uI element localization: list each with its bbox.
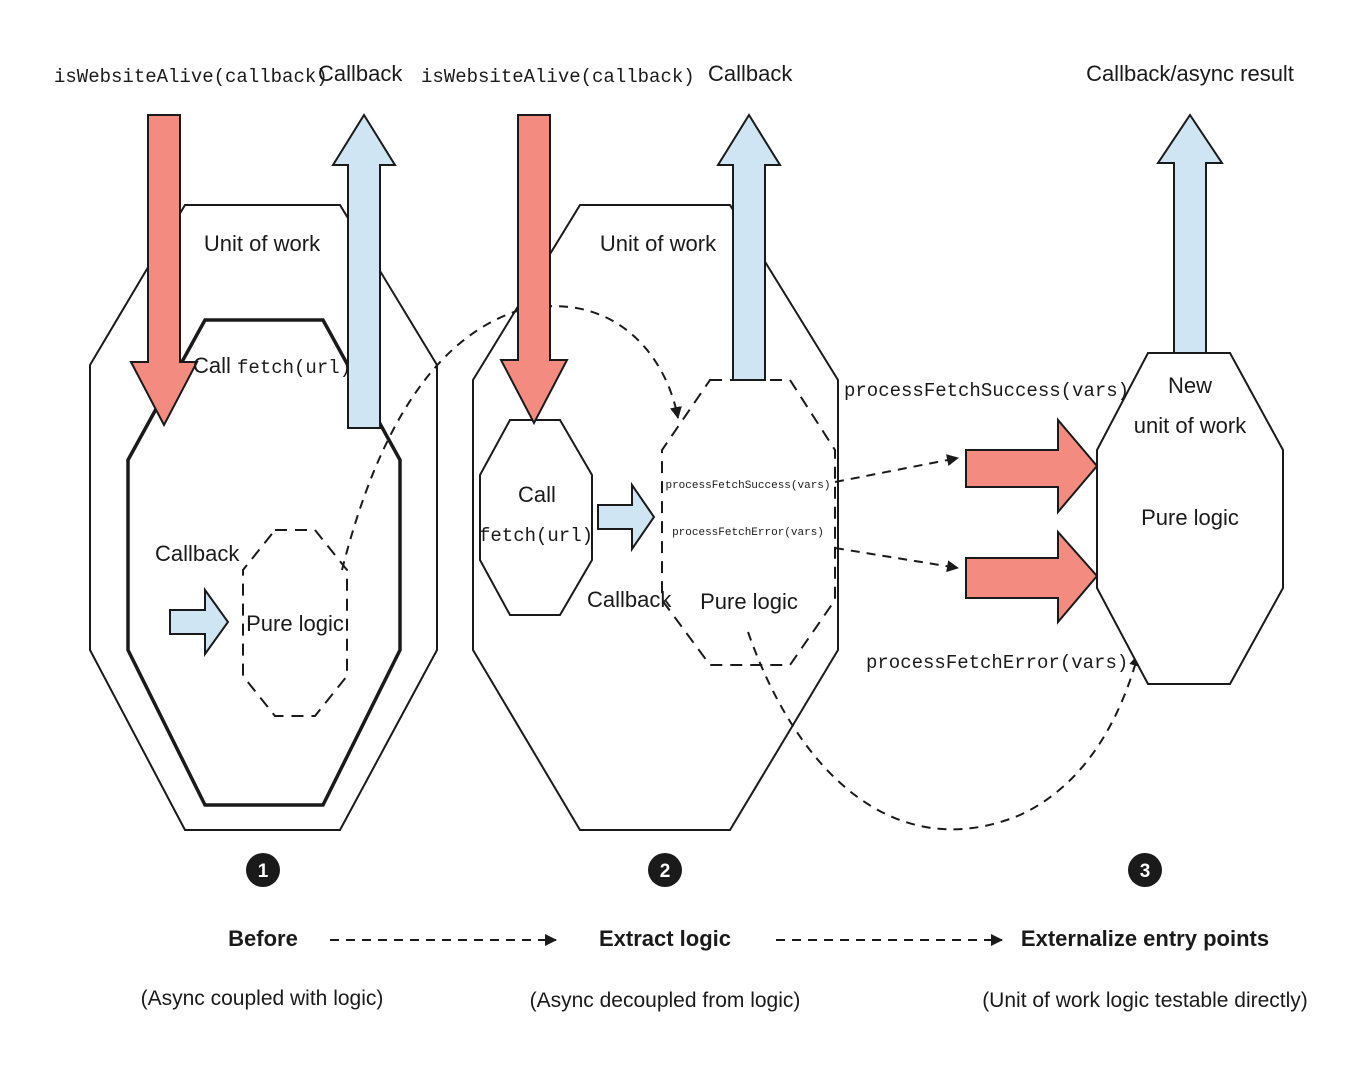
externalize-curve — [747, 631, 1141, 831]
step-title-1: Before — [228, 926, 298, 951]
panel-extract-logic: isWebsiteAlive(callback) Callback Unit o… — [421, 61, 1141, 831]
new-unit-label-line1: New — [1168, 373, 1212, 398]
step-number-1: 1 — [258, 861, 269, 882]
input-arrow-2 — [499, 114, 569, 426]
pure-logic-octagon-2 — [661, 379, 836, 666]
panel-externalize: Callback/async result processFetchSucces… — [844, 61, 1294, 685]
callback-arrow-2 — [716, 113, 782, 381]
pure-logic-octagon-1 — [242, 529, 348, 717]
pure-logic-label-2: Pure logic — [700, 589, 798, 614]
pure-logic-label-1: Pure logic — [246, 611, 344, 636]
callback-arrow-1 — [331, 113, 397, 429]
inner-callback-arrow-2 — [597, 481, 656, 553]
new-unit-label-line2: unit of work — [1134, 413, 1247, 438]
panel-before: isWebsiteAlive(callback) Callback Unit o… — [54, 61, 682, 831]
step-title-3: Externalize entry points — [1021, 926, 1269, 951]
pure-logic-label-3: Pure logic — [1141, 505, 1239, 530]
call-label-2: Call — [518, 482, 556, 507]
callback-label-1: Callback — [318, 61, 403, 86]
success-code-label-3: processFetchSuccess(vars) — [844, 380, 1129, 402]
step-2: 2 Extract logic (Async decoupled from lo… — [530, 853, 801, 1012]
result-arrow-3 — [1156, 113, 1224, 356]
error-code-label-2: processFetchError(vars) — [672, 527, 824, 539]
entry-label-1: isWebsiteAlive(callback) — [54, 66, 328, 88]
input-arrow-1 — [129, 114, 199, 428]
step-captions: 1 Before (Async coupled with logic) 2 Ex… — [141, 853, 1308, 1012]
error-code-label-3: processFetchError(vars) — [866, 652, 1128, 674]
step-number-3: 3 — [1140, 861, 1151, 882]
fetch-octagon-2 — [479, 419, 593, 616]
success-code-label-2: processFetchSuccess(vars) — [665, 480, 830, 492]
step-1: 1 Before (Async coupled with logic) — [141, 853, 384, 1010]
step-subtitle-3: (Unit of work logic testable directly) — [982, 989, 1308, 1012]
step-title-2: Extract logic — [599, 926, 731, 951]
unit-of-work-label-1: Unit of work — [204, 231, 321, 256]
step-subtitle-1: (Async coupled with logic) — [141, 987, 384, 1010]
step-number-2: 2 — [660, 861, 671, 882]
inner-callback-label-1: Callback — [155, 541, 240, 566]
inner-callback-arrow-1 — [169, 586, 230, 658]
entry-label-2: isWebsiteAlive(callback) — [421, 66, 695, 88]
success-dashed-arrow — [834, 454, 959, 483]
fetch-code-label-2: fetch(url) — [479, 525, 593, 547]
success-entry-arrow — [965, 417, 1099, 515]
result-label-3: Callback/async result — [1086, 61, 1294, 86]
step-badge-1 — [246, 853, 280, 887]
error-dashed-arrow — [834, 547, 959, 573]
unit-of-work-octagon-1 — [89, 204, 438, 831]
call-fetch-label-1: Call fetch(url) — [193, 353, 351, 379]
error-entry-arrow — [965, 529, 1099, 625]
step-subtitle-2: (Async decoupled from logic) — [530, 989, 801, 1012]
step-badge-2 — [648, 853, 682, 887]
callback-label-2: Callback — [708, 61, 793, 86]
unit-of-work-label-2: Unit of work — [600, 231, 717, 256]
step-3: 3 Externalize entry points (Unit of work… — [982, 853, 1308, 1012]
new-unit-octagon — [1096, 352, 1284, 685]
inner-callback-label-2: Callback — [587, 587, 672, 612]
step-badge-3 — [1128, 853, 1162, 887]
